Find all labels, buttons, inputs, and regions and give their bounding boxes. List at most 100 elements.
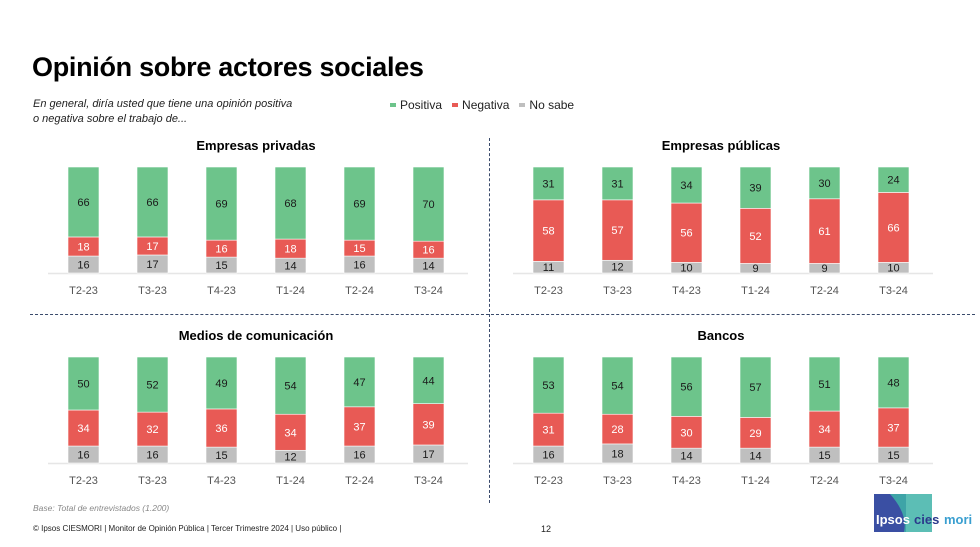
legend-label: Positiva [400,98,443,112]
chart-empresas-publicas: Empresas públicas 11 58 31 T2-23 12 57 31 T3-23… [501,138,941,308]
base-note: Base: Total de entrevistados (1.200) [33,503,170,513]
data-label: 16 [215,244,227,256]
data-label: 12 [284,452,296,464]
legend-item-no-sabe: No sabe [519,98,574,112]
legend-swatch-negativa [452,103,459,107]
data-label: 34 [818,424,830,436]
data-label: 39 [422,419,434,431]
data-label: 34 [680,180,692,192]
bar-segment-positiva [343,166,376,241]
x-tick-label: T2-24 [810,475,839,487]
x-tick-label: T4-23 [207,475,236,487]
x-tick-label: T4-23 [672,285,701,297]
data-label: 16 [542,450,554,462]
x-tick-label: T1-24 [276,285,305,297]
data-label: 15 [215,260,227,272]
question-text: En general, diría usted que tiene una op… [33,98,293,125]
data-label: 18 [77,242,89,254]
data-label: 16 [146,450,158,462]
x-tick-label: T3-23 [138,475,167,487]
data-label: 24 [887,175,899,187]
data-label: 36 [215,423,227,435]
data-label: 68 [284,198,296,210]
bar-segment-positiva [739,356,772,418]
x-tick-label: T3-23 [603,285,632,297]
bar-segment-positiva [808,166,841,200]
data-label: 16 [77,260,89,272]
bar-segment-negativa [877,192,910,263]
data-label: 18 [284,244,296,256]
x-tick-label: T2-23 [534,285,563,297]
bar-segment-negativa [274,413,307,451]
data-label: 56 [680,228,692,240]
bar-segment-negativa [343,406,376,447]
data-label: 10 [680,263,692,275]
legend-item-negativa: Negativa [452,98,509,112]
x-tick-label: T4-23 [672,475,701,487]
chart-svg: 16 18 66 T2-23 17 17 66 T3-23 15 16 69 T4-23 14 18 68 T… [48,166,468,297]
x-tick-label: T3-23 [138,285,167,297]
data-label: 15 [887,450,899,462]
bar-segment-positiva [601,356,634,415]
x-tick-label: T3-23 [603,475,632,487]
data-label: 18 [611,448,623,460]
data-label: 66 [77,197,89,209]
data-label: 49 [215,378,227,390]
data-label: 16 [353,260,365,272]
data-label: 17 [146,241,158,253]
chart-empresas-privadas: Empresas privadas 16 18 66 T2-23 17 17 66 T3-23… [36,138,476,308]
bar-segment-negativa [670,416,703,449]
data-label: 16 [422,245,434,257]
legend-item-positiva: Positiva [390,98,442,112]
chart-title: Medios de comunicación [178,328,334,343]
logo-text-cies: cies [914,512,939,527]
data-label: 50 [77,379,89,391]
chart-svg: 16 31 53 T2-23 18 28 54 T3-23 14 30 56 T4-23 14 29 57 T… [513,356,933,487]
bar-segment-positiva [343,356,376,408]
data-label: 9 [752,263,758,275]
data-label: 57 [749,382,761,394]
data-label: 14 [680,451,692,463]
horizontal-divider [30,314,975,315]
data-label: 53 [542,380,554,392]
data-label: 56 [680,382,692,394]
data-label: 12 [611,262,623,274]
bar-segment-negativa [205,408,238,448]
vertical-divider [489,138,490,503]
data-label: 34 [77,423,89,435]
data-label: 66 [146,197,158,209]
data-label: 9 [821,263,827,275]
data-label: 48 [887,377,899,389]
data-label: 57 [611,225,623,237]
logo-text-ipsos: Ipsos [876,512,910,527]
logo-graphic: Ipsos cies mori [874,494,972,532]
data-label: 54 [611,381,623,393]
data-label: 52 [749,231,761,243]
x-tick-label: T3-24 [414,285,443,297]
bar-segment-positiva [67,166,100,238]
bar-segment-positiva [808,356,841,412]
data-label: 17 [146,259,158,271]
legend-swatch-no-sabe [519,103,526,107]
legend-label: No sabe [529,98,575,112]
bar-segment-negativa [67,409,100,447]
data-label: 58 [542,226,554,238]
data-label: 31 [611,178,623,190]
data-label: 51 [818,379,830,391]
legend: Positiva Negativa No sabe [390,98,574,112]
x-tick-label: T2-23 [534,475,563,487]
bar-segment-negativa [412,403,445,446]
chart-svg: 11 58 31 T2-23 12 57 31 T3-23 10 56 34 T4-23 9 52 39 T1… [513,166,933,297]
data-label: 16 [77,450,89,462]
bar-segment-positiva [205,356,238,410]
bar-segment-positiva [739,166,772,209]
data-label: 28 [611,424,623,436]
data-label: 14 [284,261,296,273]
data-label: 34 [284,427,296,439]
data-label: 30 [680,427,692,439]
bar-segment-negativa [601,199,634,261]
x-tick-label: T2-23 [69,475,98,487]
data-label: 30 [818,178,830,190]
bar-segment-positiva [67,356,100,411]
data-label: 32 [146,424,158,436]
